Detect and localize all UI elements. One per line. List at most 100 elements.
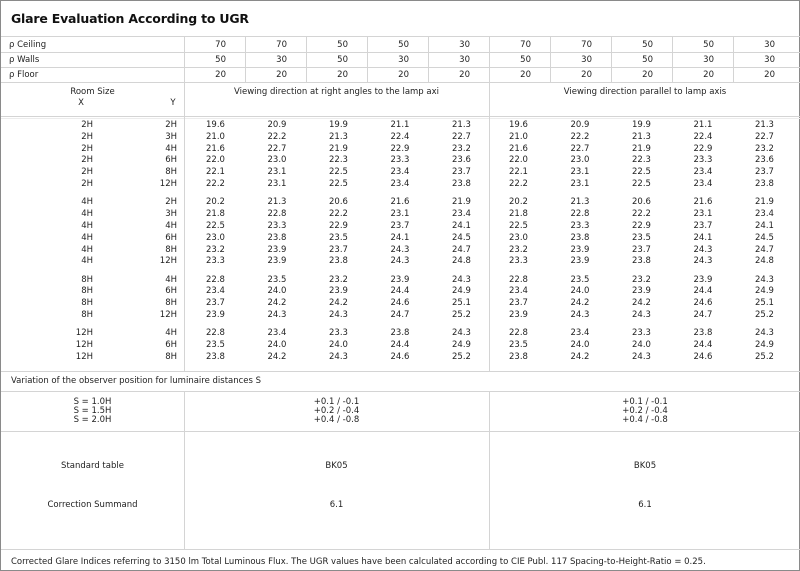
reflectance-value: 20 [459,70,470,80]
ugr-value-perp: 23.4 [206,286,225,297]
ugr-value-perp: 23.5 [206,340,225,351]
divider [672,36,673,82]
ugr-value-par: 24.0 [570,286,590,297]
divider [245,36,246,82]
table-row: 2H 6H 22.0 23.0 22.3 23.3 23.6 22.0 23.0 22.3 23.3… [1,155,800,167]
divider [1,52,800,53]
room-y: 3H [165,131,177,142]
ugr-value-perp: 24.3 [267,310,287,320]
ugr-value-par: 23.8 [693,328,713,339]
room-x: 8H [81,286,93,297]
table-row: 12H 4H 22.8 23.4 23.3 23.8 24.3 22.8 23.4 23.3 23.… [1,328,800,340]
ugr-value-perp: 23.2 [452,143,471,154]
ugr-value-perp: 19.9 [329,120,348,130]
ugr-value-perp: 24.3 [329,351,348,362]
ugr-value-perp: 24.1 [452,220,471,231]
variation-par: +0.1 / -0.1 [622,397,668,407]
ugr-value-par: 23.4 [570,328,590,339]
ugr-value-perp: 23.0 [267,155,287,166]
divider [306,36,307,82]
ugr-value-perp: 23.1 [390,209,410,220]
ugr-value-par: 24.6 [693,351,713,362]
variation-label: S = 1.0H [73,397,112,407]
reflectance-value: 50 [642,55,653,65]
ugr-value-par: 23.1 [570,179,590,189]
room-x: 4H [81,244,93,255]
ugr-value-par: 23.7 [632,244,651,255]
ugr-value-par: 24.1 [693,232,713,243]
ugr-value-par: 21.6 [509,143,528,154]
room-y: 4H [165,274,177,285]
table-row: 12H 8H 23.8 24.2 24.3 24.6 25.2 23.8 24.2 24.3 24.… [1,352,800,364]
ugr-value-par: 23.9 [632,286,651,297]
room-x: 2H [81,179,93,189]
room-y: 6H [165,286,177,297]
ugr-value-par: 24.3 [632,351,651,362]
reflectance-value: 50 [642,40,653,50]
ugr-value-par: 24.2 [632,298,651,309]
ugr-value-par: 24.0 [632,340,651,351]
ugr-value-par: 22.3 [632,155,651,166]
table-row: 4H 3H 21.8 22.8 22.2 23.1 23.4 21.8 22.8 22.2 23.1… [1,209,800,221]
room-y: 4H [165,220,177,231]
ugr-value-perp: 24.0 [267,286,287,297]
ugr-value-perp: 24.4 [390,286,410,297]
divider [550,36,551,82]
ugr-value-par: 21.6 [693,197,713,208]
parallel-header: Viewing direction parallel to lamp axis [563,87,727,97]
ugr-value-par: 20.2 [509,197,528,208]
ugr-value-par: 24.6 [693,298,713,309]
divider [1,391,800,392]
ugr-value-par: 21.0 [509,131,528,142]
variation-par: +0.4 / -0.8 [622,415,668,425]
divider [1,549,800,550]
ugr-value-par: 23.8 [570,232,590,243]
ugr-value-perp: 24.9 [452,340,471,351]
y-label: Y [170,98,176,108]
ugr-value-perp: 23.4 [452,209,471,220]
room-y: 2H [165,120,177,130]
ugr-value-par: 23.7 [693,220,713,231]
ugr-value-perp: 21.8 [206,209,225,220]
table-row: 4H 4H 22.5 23.3 22.9 23.7 24.1 22.5 23.3 22.9 23.7… [1,221,800,233]
ugr-value-perp: 23.8 [206,351,225,362]
reflectance-value: 20 [581,70,592,80]
standard-table-label: Standard table [61,461,124,471]
room-y: 2H [165,197,177,208]
room-x: 2H [81,167,93,178]
table-row: 4H 2H 20.2 21.3 20.6 21.6 21.9 20.2 21.3 20.6 21.6… [1,197,800,209]
reflectance-value: 30 [764,40,775,50]
ugr-value-perp: 23.3 [390,155,410,166]
ugr-value-par: 23.2 [755,143,774,154]
ugr-value-par: 21.3 [755,120,774,130]
ugr-value-par: 23.5 [632,232,651,243]
ugr-value-perp: 20.6 [329,197,348,208]
reflectance-row: ρ Ceiling 70 70 50 50 30 70 70 50 50 30 [1,38,800,53]
correction-label: Correction Summand [47,500,138,510]
ugr-value-par: 20.9 [570,120,590,130]
variation-perp: +0.4 / -0.8 [313,415,360,425]
reflectance-value: 20 [520,70,531,80]
ugr-value-par: 24.3 [755,328,774,339]
ugr-value-perp: 21.3 [329,131,348,142]
ugr-value-par: 24.9 [755,340,774,351]
ugr-value-perp: 24.4 [390,340,410,351]
ugr-value-perp: 24.0 [329,340,348,351]
ugr-value-perp: 24.6 [390,298,410,309]
divider [489,391,490,549]
divider [1,82,800,83]
ugr-value-perp: 22.4 [390,131,410,142]
reflectance-value: 70 [215,40,226,50]
ugr-value-par: 23.3 [509,256,528,267]
ugr-value-perp: 22.7 [267,143,287,154]
ugr-value-par: 23.9 [570,256,590,267]
reflectance-value: 30 [276,55,287,65]
room-y: 4H [165,143,177,154]
ugr-value-par: 24.3 [693,256,713,267]
ugr-value-par: 23.9 [570,244,590,255]
ugr-value-par: 24.3 [570,310,590,320]
footer-note: Corrected Glare Indices referring to 315… [11,557,706,567]
ugr-value-perp: 20.2 [206,197,225,208]
ugr-value-par: 21.3 [632,131,651,142]
reflectance-value: 50 [337,40,348,50]
